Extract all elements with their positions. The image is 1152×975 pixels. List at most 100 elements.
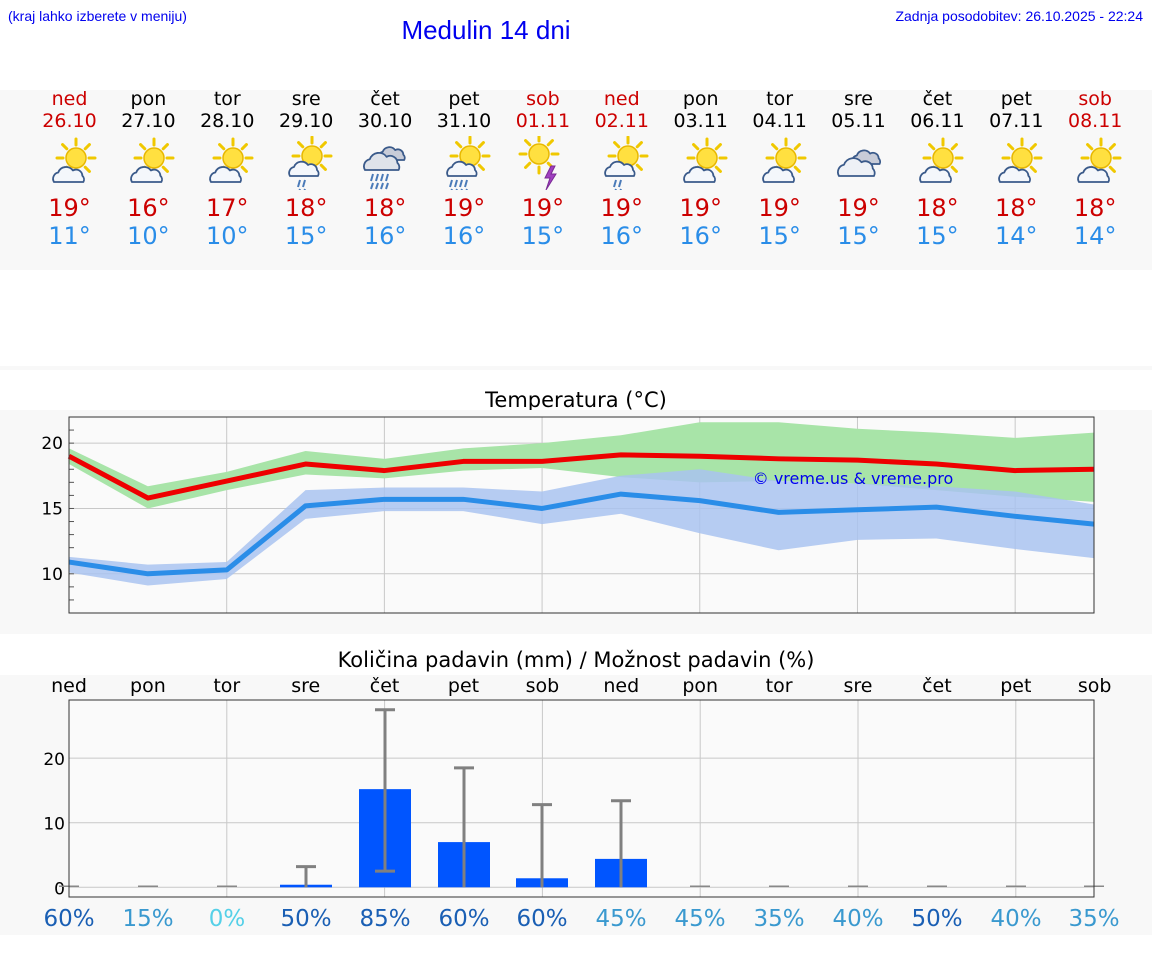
precip-probability: 40% [990, 906, 1041, 932]
day-column: sob 08.11 18° 14° [1056, 88, 1135, 250]
day-date: 07.11 [989, 110, 1044, 132]
temp-max: 19° [679, 194, 722, 222]
precipitation-chart-title: Količina padavin (mm) / Možnost padavin … [337, 648, 815, 672]
temp-min: 15° [916, 222, 959, 250]
min-uncertainty-band [69, 469, 1094, 586]
temperature-chart: 10 15 20 © vreme.us & vreme.pro [41, 416, 1095, 614]
plot-area [69, 700, 1094, 897]
day-label: pon [682, 675, 718, 697]
temp-max: 16° [127, 194, 170, 222]
day-name: pet [1000, 88, 1032, 110]
sun-thunderstorm-icon [518, 136, 560, 190]
day-label: pon [130, 675, 166, 697]
precip-probability: 35% [753, 906, 804, 932]
day-column: čet 06.11 18° 15° [898, 88, 977, 250]
temp-max: 19° [521, 194, 565, 222]
day-date: 01.11 [515, 110, 571, 132]
day-column: ned 26.10 19° 11° [30, 88, 109, 250]
precip-probability: 0% [209, 906, 246, 932]
sun-partly-cloudy-icon [919, 137, 964, 183]
temp-max: 18° [1073, 194, 1117, 222]
temp-min: 15° [284, 222, 328, 250]
sun-partly-cloudy-icon [761, 137, 807, 183]
precip-probability: 60% [438, 906, 489, 932]
day-column: pet 07.11 18° 14° [977, 88, 1056, 250]
precip-probability: 45% [674, 906, 725, 932]
precip-probability: 60% [43, 906, 94, 932]
day-label: sob [1078, 675, 1112, 697]
precip-probability: 50% [911, 906, 962, 932]
sun-cloud-light-rain-icon [604, 136, 649, 190]
day-date: 30.10 [357, 110, 413, 132]
y-tick-label: 10 [41, 565, 63, 585]
day-name: čet [370, 88, 400, 110]
sun-partly-cloudy-icon [209, 137, 254, 183]
day-column: tor 04.11 19° 15° [740, 88, 819, 250]
temp-min: 14° [995, 222, 1038, 250]
precip-probability: 45% [595, 906, 646, 932]
temp-max: 18° [363, 194, 407, 222]
day-date: 02.11 [594, 110, 649, 132]
temp-max: 18° [284, 194, 328, 222]
temp-max: 18° [995, 194, 1038, 222]
temp-max: 19° [837, 194, 880, 222]
sun-partly-cloudy-icon [682, 137, 728, 183]
day-name: sre [291, 88, 321, 110]
max-uncertainty-band [69, 422, 1094, 509]
day-label: sre [844, 675, 873, 697]
max-temp-line [67, 452, 1095, 501]
day-column: pet 31.10 19° 16° [425, 88, 504, 250]
day-column: pon 27.10 16° 10° [109, 88, 188, 250]
temp-min: 10° [127, 222, 170, 250]
day-name: tor [766, 88, 794, 110]
y-tick-label: 10 [43, 815, 65, 835]
temp-max: 18° [916, 194, 959, 222]
day-date: 06.11 [910, 110, 965, 132]
temp-max: 19° [758, 194, 801, 222]
precip-probability: 50% [280, 906, 331, 932]
last-update: Zadnja posodobitev: 26.10.2025 - 22:24 [895, 8, 1143, 24]
day-name: pon [130, 88, 167, 110]
day-date: 27.10 [121, 110, 176, 132]
page-title: Medulin 14 dni [401, 15, 571, 45]
day-label: čet [370, 675, 400, 697]
sun-cloud-light-rain-icon [288, 136, 333, 190]
plot-frame [68, 699, 1095, 898]
day-label: sob [526, 675, 560, 697]
temp-max: 19° [442, 194, 486, 222]
sun-partly-cloudy-icon [1077, 137, 1122, 183]
day-name: ned [51, 88, 88, 110]
day-label: čet [922, 675, 952, 697]
day-label: ned [603, 675, 639, 697]
day-forecast-list: ned 26.10 19° 11° pon 27.10 16° 10° tor 28.10 17° 1… [30, 88, 1134, 258]
day-column: tor 28.10 17° 10° [188, 88, 267, 250]
day-label: pet [1000, 675, 1031, 697]
temp-min: 16° [679, 222, 722, 250]
day-label: pet [448, 675, 479, 697]
forecast-band [0, 90, 1152, 270]
y-tick-label: 15 [41, 499, 63, 519]
day-date: 05.11 [831, 110, 886, 132]
day-column: sre 29.10 18° 15° [267, 88, 346, 250]
y-tick-label: 20 [43, 750, 65, 770]
temp-min: 10° [206, 222, 249, 250]
sun-partly-cloudy-icon [51, 137, 96, 183]
temp-min: 16° [442, 222, 486, 250]
day-label: ned [51, 675, 87, 697]
temp-min: 14° [1073, 222, 1117, 250]
menu-hint-link[interactable]: (kraj lahko izberete v meniju) [8, 8, 187, 24]
sun-cloud-rain-icon [446, 136, 491, 190]
day-name: tor [213, 88, 241, 110]
day-column: sob 01.11 19° 15° [503, 88, 582, 250]
day-name: čet [922, 88, 953, 110]
precip-probability: 60% [516, 906, 567, 932]
precip-probability: 40% [832, 906, 883, 932]
day-date: 26.10 [42, 110, 97, 132]
temp-max: 19° [48, 194, 91, 222]
day-name: pon [682, 88, 719, 110]
day-label: tor [766, 675, 793, 697]
sun-partly-cloudy-icon [998, 137, 1043, 183]
day-date: 04.11 [752, 110, 807, 132]
day-column: čet 30.10 18° 16° [346, 88, 425, 250]
day-column: ned 02.11 19° 16° [582, 88, 661, 250]
